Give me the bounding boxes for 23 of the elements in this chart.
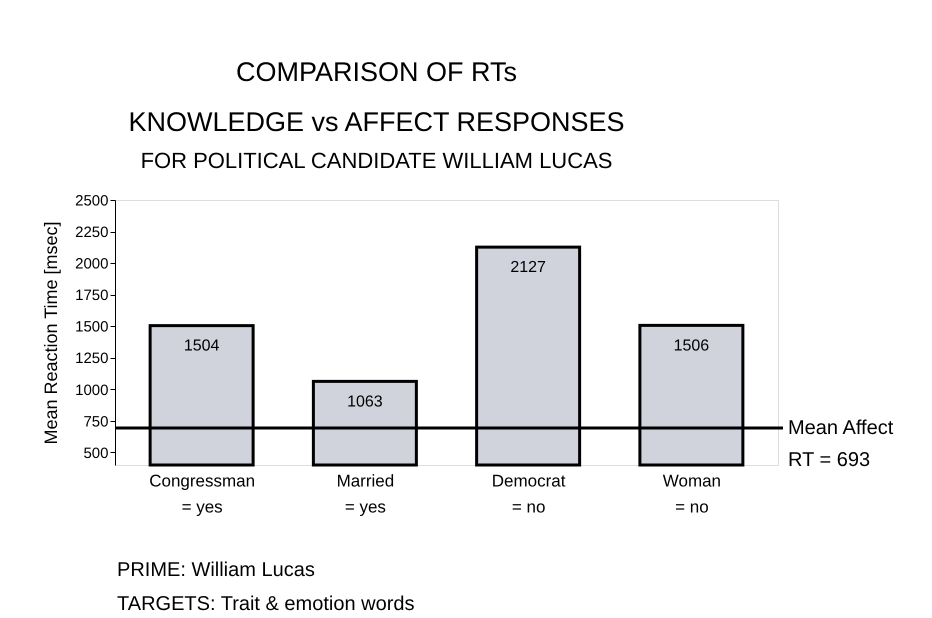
- y-tick-label: 750: [83, 413, 108, 430]
- x-tick-label: Democrat = no: [492, 472, 566, 516]
- data-label: 2127: [510, 259, 546, 276]
- x-tick-label: Congressman = yes: [149, 472, 256, 516]
- text: PRIME: William Lucas: [117, 559, 315, 581]
- y-tick-label: 1250: [75, 350, 108, 368]
- y-tick-label: 2000: [75, 256, 108, 273]
- data-label: 1063: [347, 393, 383, 410]
- chart-title: COMPARISON OF RTs KNOWLEDGE vs AFFECT RESPONSES: [128, 57, 625, 137]
- ref-line-label: Mean Affect RT = 693: [788, 417, 894, 472]
- x-tick-label: Woman = no: [662, 472, 722, 516]
- text: TARGETS: Trait & emotion words: [117, 593, 414, 615]
- y-tick-label: 2250: [75, 224, 108, 242]
- y-tick-label: 2500: [75, 192, 108, 210]
- y-tick-label: 1000: [75, 382, 108, 399]
- data-label: 1506: [674, 337, 710, 354]
- data-label: 1504: [184, 338, 220, 355]
- y-tick-label: 1750: [75, 287, 108, 304]
- chart-subtitle: FOR POLITICAL CANDIDATE WILLIAM LUCAS: [140, 148, 612, 173]
- x-tick-label: Married = yes: [336, 472, 394, 516]
- y-tick-label: 1500: [75, 318, 108, 336]
- y-tick-label: 500: [83, 444, 108, 462]
- y-axis-title: Mean Reaction Time [msec]: [41, 221, 62, 445]
